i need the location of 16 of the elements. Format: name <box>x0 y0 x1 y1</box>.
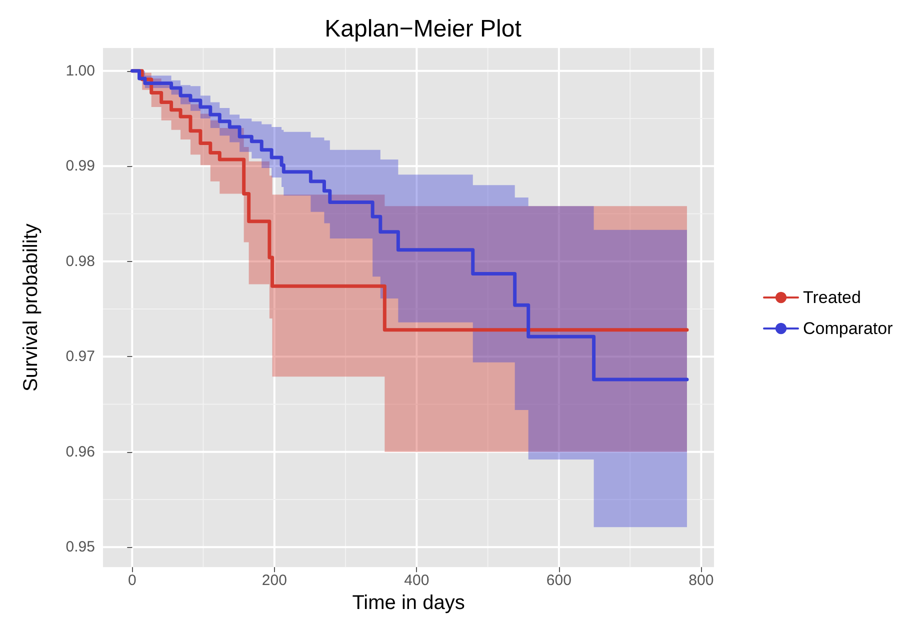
y-tick-label: 1.00 <box>66 62 95 80</box>
y-tick-label: 0.97 <box>66 348 95 366</box>
x-tick-label: 0 <box>128 572 136 590</box>
x-tick-label: 800 <box>688 572 714 590</box>
x-tick-label: 600 <box>546 572 572 590</box>
legend-label: Comparator <box>803 319 894 338</box>
y-tick-label: 0.95 <box>66 538 95 556</box>
y-tick-label: 0.99 <box>66 158 95 175</box>
x-tick-label: 200 <box>262 572 287 590</box>
x-tick-label: 400 <box>404 572 430 590</box>
y-tick-label: 0.96 <box>66 443 95 460</box>
y-tick-label: 0.98 <box>66 252 95 270</box>
chart-title: Kaplan−Meier Plot <box>324 16 522 42</box>
legend-label: Treated <box>803 288 861 307</box>
y-axis-title: Survival probability <box>20 224 42 392</box>
x-axis-title: Time in days <box>352 592 465 614</box>
